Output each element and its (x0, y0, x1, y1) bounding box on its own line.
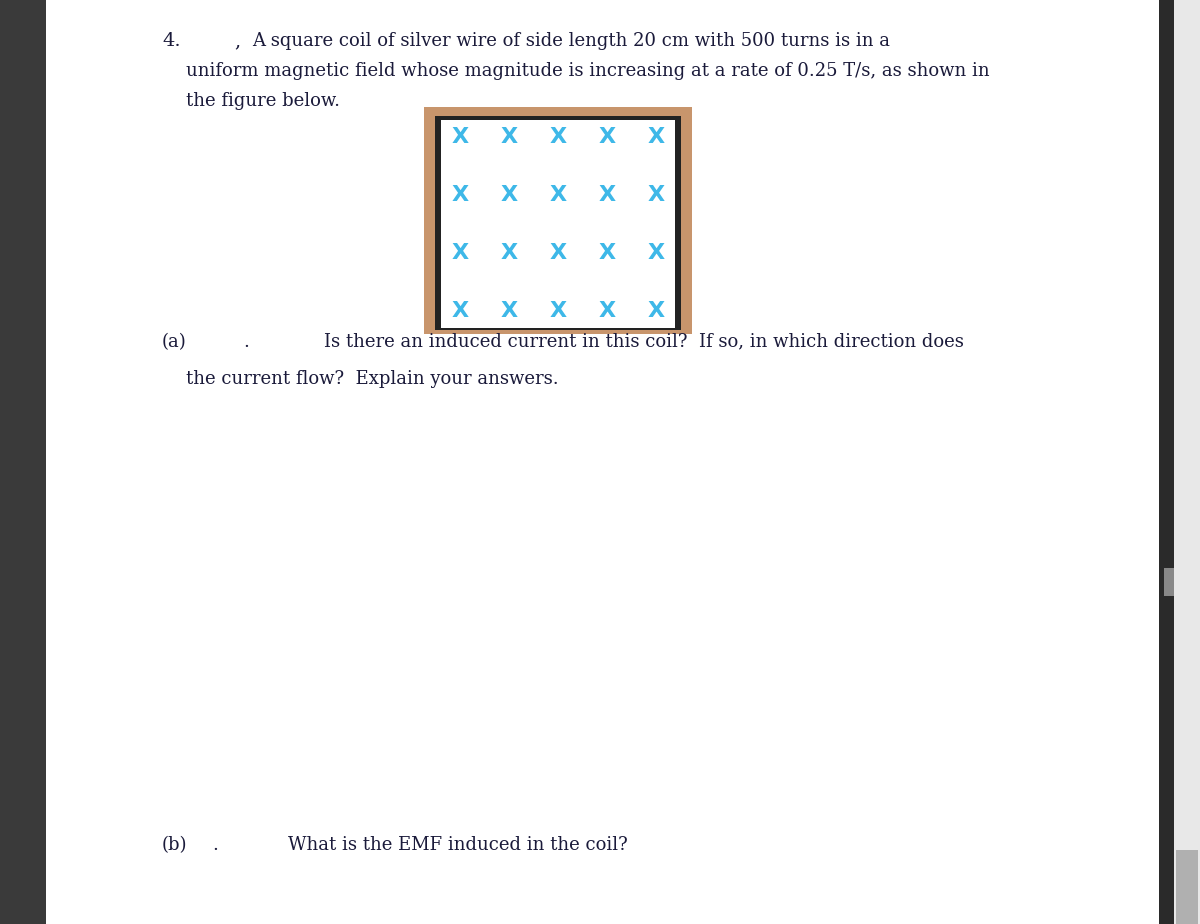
Text: X: X (500, 243, 517, 263)
Text: 4.: 4. (162, 32, 181, 50)
Text: X: X (647, 301, 665, 322)
Bar (0, 0, 46, 924)
Text: X: X (500, 127, 517, 147)
Text: X: X (451, 301, 469, 322)
Text: What is the EMF induced in the coil?: What is the EMF induced in the coil? (288, 836, 628, 854)
Text: X: X (599, 185, 616, 205)
Text: X: X (451, 243, 469, 263)
Text: .: . (212, 836, 218, 854)
Bar (1174, 0, 1200, 924)
Text: uniform magnetic field whose magnitude is increasing at a rate of 0.25 T/s, as s: uniform magnetic field whose magnitude i… (186, 62, 990, 79)
Text: X: X (599, 301, 616, 322)
Text: X: X (647, 127, 665, 147)
Text: X: X (647, 243, 665, 263)
Text: X: X (451, 185, 469, 205)
Text: the current flow?  Explain your answers.: the current flow? Explain your answers. (186, 370, 559, 387)
Bar (1159, 0, 1174, 924)
Bar (1164, 568, 1174, 596)
Text: X: X (451, 127, 469, 147)
Text: X: X (550, 243, 566, 263)
Text: ,: , (234, 32, 240, 50)
Text: A square coil of silver wire of side length 20 cm with 500 turns is in a: A square coil of silver wire of side len… (252, 32, 890, 50)
Bar (1176, 850, 1198, 924)
Text: X: X (550, 301, 566, 322)
Text: X: X (550, 127, 566, 147)
Text: X: X (599, 243, 616, 263)
Text: X: X (599, 127, 616, 147)
Text: .: . (244, 333, 250, 350)
Text: X: X (500, 185, 517, 205)
Bar (442, 120, 674, 328)
Text: Is there an induced current in this coil?  If so, in which direction does: Is there an induced current in this coil… (324, 333, 964, 350)
Text: (a): (a) (162, 333, 187, 350)
Text: X: X (550, 185, 566, 205)
Text: (b): (b) (162, 836, 187, 854)
Text: X: X (500, 301, 517, 322)
Text: the figure below.: the figure below. (186, 92, 340, 110)
Bar (436, 116, 682, 330)
Text: X: X (647, 185, 665, 205)
Bar (425, 107, 691, 334)
